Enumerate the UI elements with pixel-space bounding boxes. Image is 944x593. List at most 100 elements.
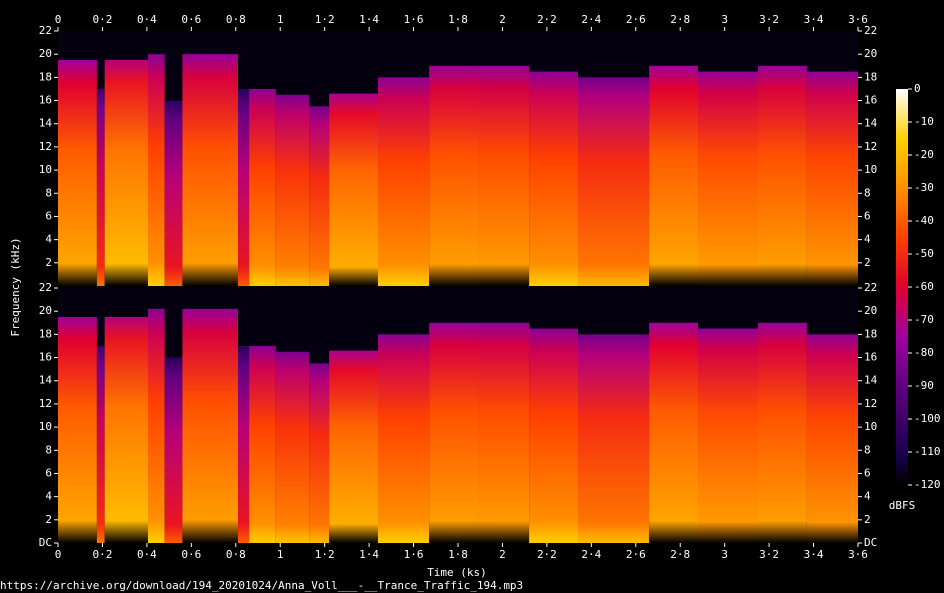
spectrum-segment (649, 322, 698, 543)
x-tick-label: 1·4 (359, 548, 379, 561)
colorbar-tick-label: -30 (914, 181, 934, 194)
colorbar-tick-label: -100 (914, 412, 941, 425)
x-tick-label: 1·2 (315, 13, 335, 26)
spectrum-segment (96, 88, 105, 286)
spectrum-segment (148, 54, 165, 286)
x-axis-label: Time (ks) (427, 566, 487, 579)
spectrum-segment (429, 322, 478, 543)
colorbar-tick-label: -60 (914, 280, 934, 293)
y-tick-label: 16 (864, 94, 877, 107)
spectrum-segment (329, 93, 378, 286)
spectrum-segment (238, 88, 250, 286)
y-tick-label: 6 (45, 209, 52, 222)
spectrum-segment (758, 65, 807, 286)
y-tick-label: 2 (45, 256, 52, 269)
y-tick-label: 8 (864, 186, 871, 199)
x-tick-label: 0·2 (93, 548, 113, 561)
y-tick-label: 10 (864, 163, 877, 176)
spectrum-segment (275, 351, 310, 543)
colorbar-tick-label: -50 (914, 247, 934, 260)
spectrum-segment (529, 71, 578, 287)
x-tick-label: 0 (55, 13, 62, 26)
y-tick-label: 10 (39, 163, 52, 176)
colorbar-label: dBFS (889, 499, 916, 512)
y-tick-label: 2 (45, 513, 52, 526)
x-tick-label: 2 (499, 13, 506, 26)
x-tick-label: 1 (277, 13, 284, 26)
x-tick-label: 1·8 (448, 13, 468, 26)
x-tick-label: 3·4 (804, 548, 824, 561)
y-tick-label: 12 (39, 397, 52, 410)
colorbar-tick-label: 0 (914, 82, 921, 95)
x-tick-label: 0 (55, 548, 62, 561)
x-tick-label: 1·2 (315, 548, 335, 561)
y-tick-label: 8 (45, 186, 52, 199)
y-tick-label: 12 (39, 140, 52, 153)
y-tick-label: 4 (45, 490, 52, 503)
spectrum-segment (182, 308, 238, 543)
x-tick-label: 0·4 (137, 13, 157, 26)
colorbar-tick-label: -80 (914, 346, 934, 359)
y-tick-label: 18 (39, 327, 52, 340)
y-tick-label: 20 (864, 304, 877, 317)
x-tick-label: 1 (277, 548, 284, 561)
colorbar-tick-label: -10 (914, 115, 934, 128)
y-tick-label: 14 (39, 374, 53, 387)
spectrum-segment (96, 345, 105, 543)
x-tick-label: 2·8 (670, 13, 690, 26)
colorbar-tick-label: -40 (914, 214, 934, 227)
spectrum-segment (758, 322, 807, 543)
spectrum-segment (182, 54, 238, 286)
spectrum-segment (429, 65, 478, 286)
y-tick-label: 18 (39, 70, 52, 83)
y-tick-label: 20 (39, 47, 52, 60)
spectrum-segment (378, 77, 430, 286)
x-tick-label: 3·2 (759, 13, 779, 26)
spectrum-segment (698, 328, 758, 543)
y-tick-label: 6 (864, 209, 871, 222)
x-tick-label: 2·4 (581, 13, 601, 26)
colorbar (896, 89, 908, 485)
y-tick-label: 12 (864, 397, 877, 410)
x-tick-label: 3 (721, 13, 728, 26)
spectrum-segment (164, 100, 183, 286)
y-tick-label: DC (864, 536, 877, 549)
x-tick-label: 1·8 (448, 548, 468, 561)
x-tick-label: 0·6 (181, 548, 201, 561)
y-tick-label: 22 (864, 281, 877, 294)
source-url: https://archive.org/download/194_2020102… (0, 579, 523, 592)
spectrum-segment (104, 316, 148, 543)
y-tick-label: DC (39, 536, 52, 549)
colorbar-tick-label: -90 (914, 379, 934, 392)
spectrum-segment (578, 77, 650, 286)
colorbar-tick-label: -70 (914, 313, 934, 326)
colorbar-tick-label: -20 (914, 148, 934, 161)
y-tick-label: 20 (39, 304, 52, 317)
spectrum-segment (309, 106, 330, 286)
x-tick-label: 3 (721, 548, 728, 561)
y-tick-label: 2 (864, 256, 871, 269)
spectrum-segment (478, 322, 530, 543)
y-tick-label: 14 (864, 117, 878, 130)
x-tick-label: 0·8 (226, 548, 246, 561)
spectrum-segment (698, 71, 758, 287)
spectrum-segment (309, 363, 330, 543)
y-tick-label: 16 (39, 94, 52, 107)
x-tick-label: 1·6 (404, 13, 424, 26)
x-tick-label: 2·4 (581, 548, 601, 561)
y-tick-label: 6 (45, 466, 52, 479)
x-tick-label: 2·8 (670, 548, 690, 561)
y-tick-label: 14 (864, 374, 878, 387)
y-axis-label: Frequency (kHz) (9, 237, 22, 336)
spectrum-segment (148, 308, 165, 543)
spectrum-segment (58, 59, 97, 287)
spectrum-segment (104, 59, 148, 287)
y-tick-label: 12 (864, 140, 877, 153)
spectrum-segment (806, 71, 858, 287)
y-tick-label: 20 (864, 47, 877, 60)
spectrum-segment (238, 345, 250, 543)
x-tick-label: 1·6 (404, 548, 424, 561)
x-tick-label: 3·2 (759, 548, 779, 561)
x-tick-label: 0·4 (137, 548, 157, 561)
